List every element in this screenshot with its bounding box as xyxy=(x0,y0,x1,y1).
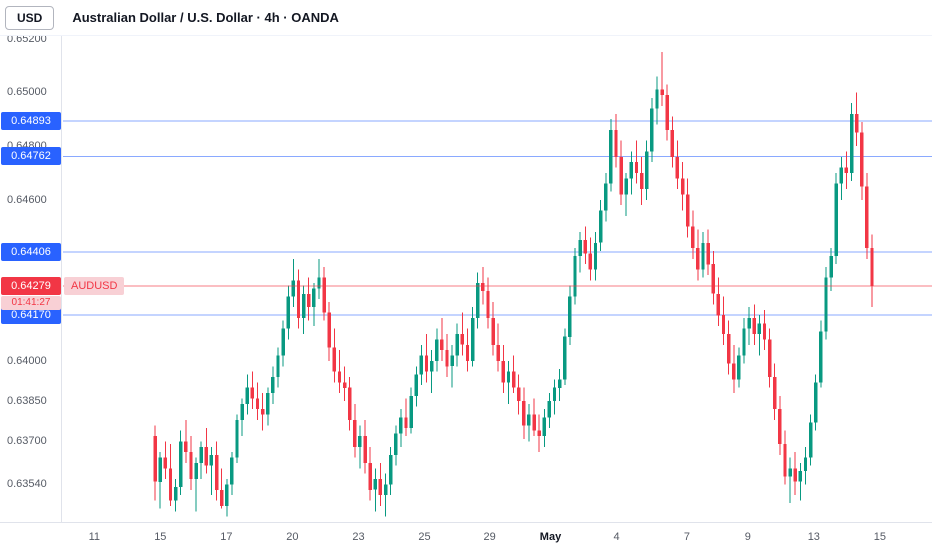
time-axis-label: 15 xyxy=(873,530,886,543)
price-line-symbol-label: AUDUSD xyxy=(64,276,125,295)
time-axis-label: 29 xyxy=(483,530,496,543)
current-price-badge-group: 0.64279 01:41:27 xyxy=(1,276,61,310)
price-level-badge: 0.64762 xyxy=(1,147,61,166)
price-scale-label: 0.65200 xyxy=(7,36,47,45)
time-axis-label: 15 xyxy=(154,530,167,543)
time-axis-label: 17 xyxy=(220,530,233,543)
chart-plot-area[interactable]: AUDUSD xyxy=(63,36,932,522)
price-scale-label: 0.64600 xyxy=(7,193,47,206)
time-axis-label: 4 xyxy=(613,530,620,543)
price-level-badge: 0.64170 xyxy=(1,306,61,325)
currency-unit-button[interactable]: USD xyxy=(5,5,55,30)
chart-header: USD Australian Dollar / U.S. Dollar · 4h… xyxy=(0,0,932,36)
price-level-badge: 0.64893 xyxy=(1,112,61,131)
price-scale-label: 0.63850 xyxy=(7,395,47,408)
price-scale-label: 0.64000 xyxy=(7,354,47,367)
candlestick-series xyxy=(153,52,874,517)
price-level-badge: 0.64406 xyxy=(1,242,61,261)
price-scale-label: 0.63540 xyxy=(7,478,47,491)
time-axis-label: 11 xyxy=(88,530,100,543)
time-axis[interactable]: 11 15 17 20 23 25 29 May 4 7 9 13 15 xyxy=(0,522,932,550)
time-axis-label: 23 xyxy=(352,530,365,543)
time-axis-label: 25 xyxy=(418,530,431,543)
price-scale[interactable]: 0.65200 0.65000 0.64800 0.64600 0.64000 0.638… xyxy=(0,36,62,522)
symbol-title[interactable]: Australian Dollar / U.S. Dollar · 4h · O… xyxy=(72,10,339,25)
time-axis-label: 9 xyxy=(744,530,751,543)
price-scale-label: 0.63700 xyxy=(7,435,47,448)
candle-countdown: 01:41:27 xyxy=(1,295,61,310)
candlestick-chart xyxy=(63,52,932,517)
time-axis-label: 7 xyxy=(683,530,690,543)
time-axis-label: 20 xyxy=(286,530,299,543)
time-axis-label: 13 xyxy=(807,530,820,543)
current-price-badge: 0.64279 xyxy=(1,276,61,295)
time-axis-label: May xyxy=(539,530,562,543)
price-scale-label: 0.65000 xyxy=(7,86,47,99)
